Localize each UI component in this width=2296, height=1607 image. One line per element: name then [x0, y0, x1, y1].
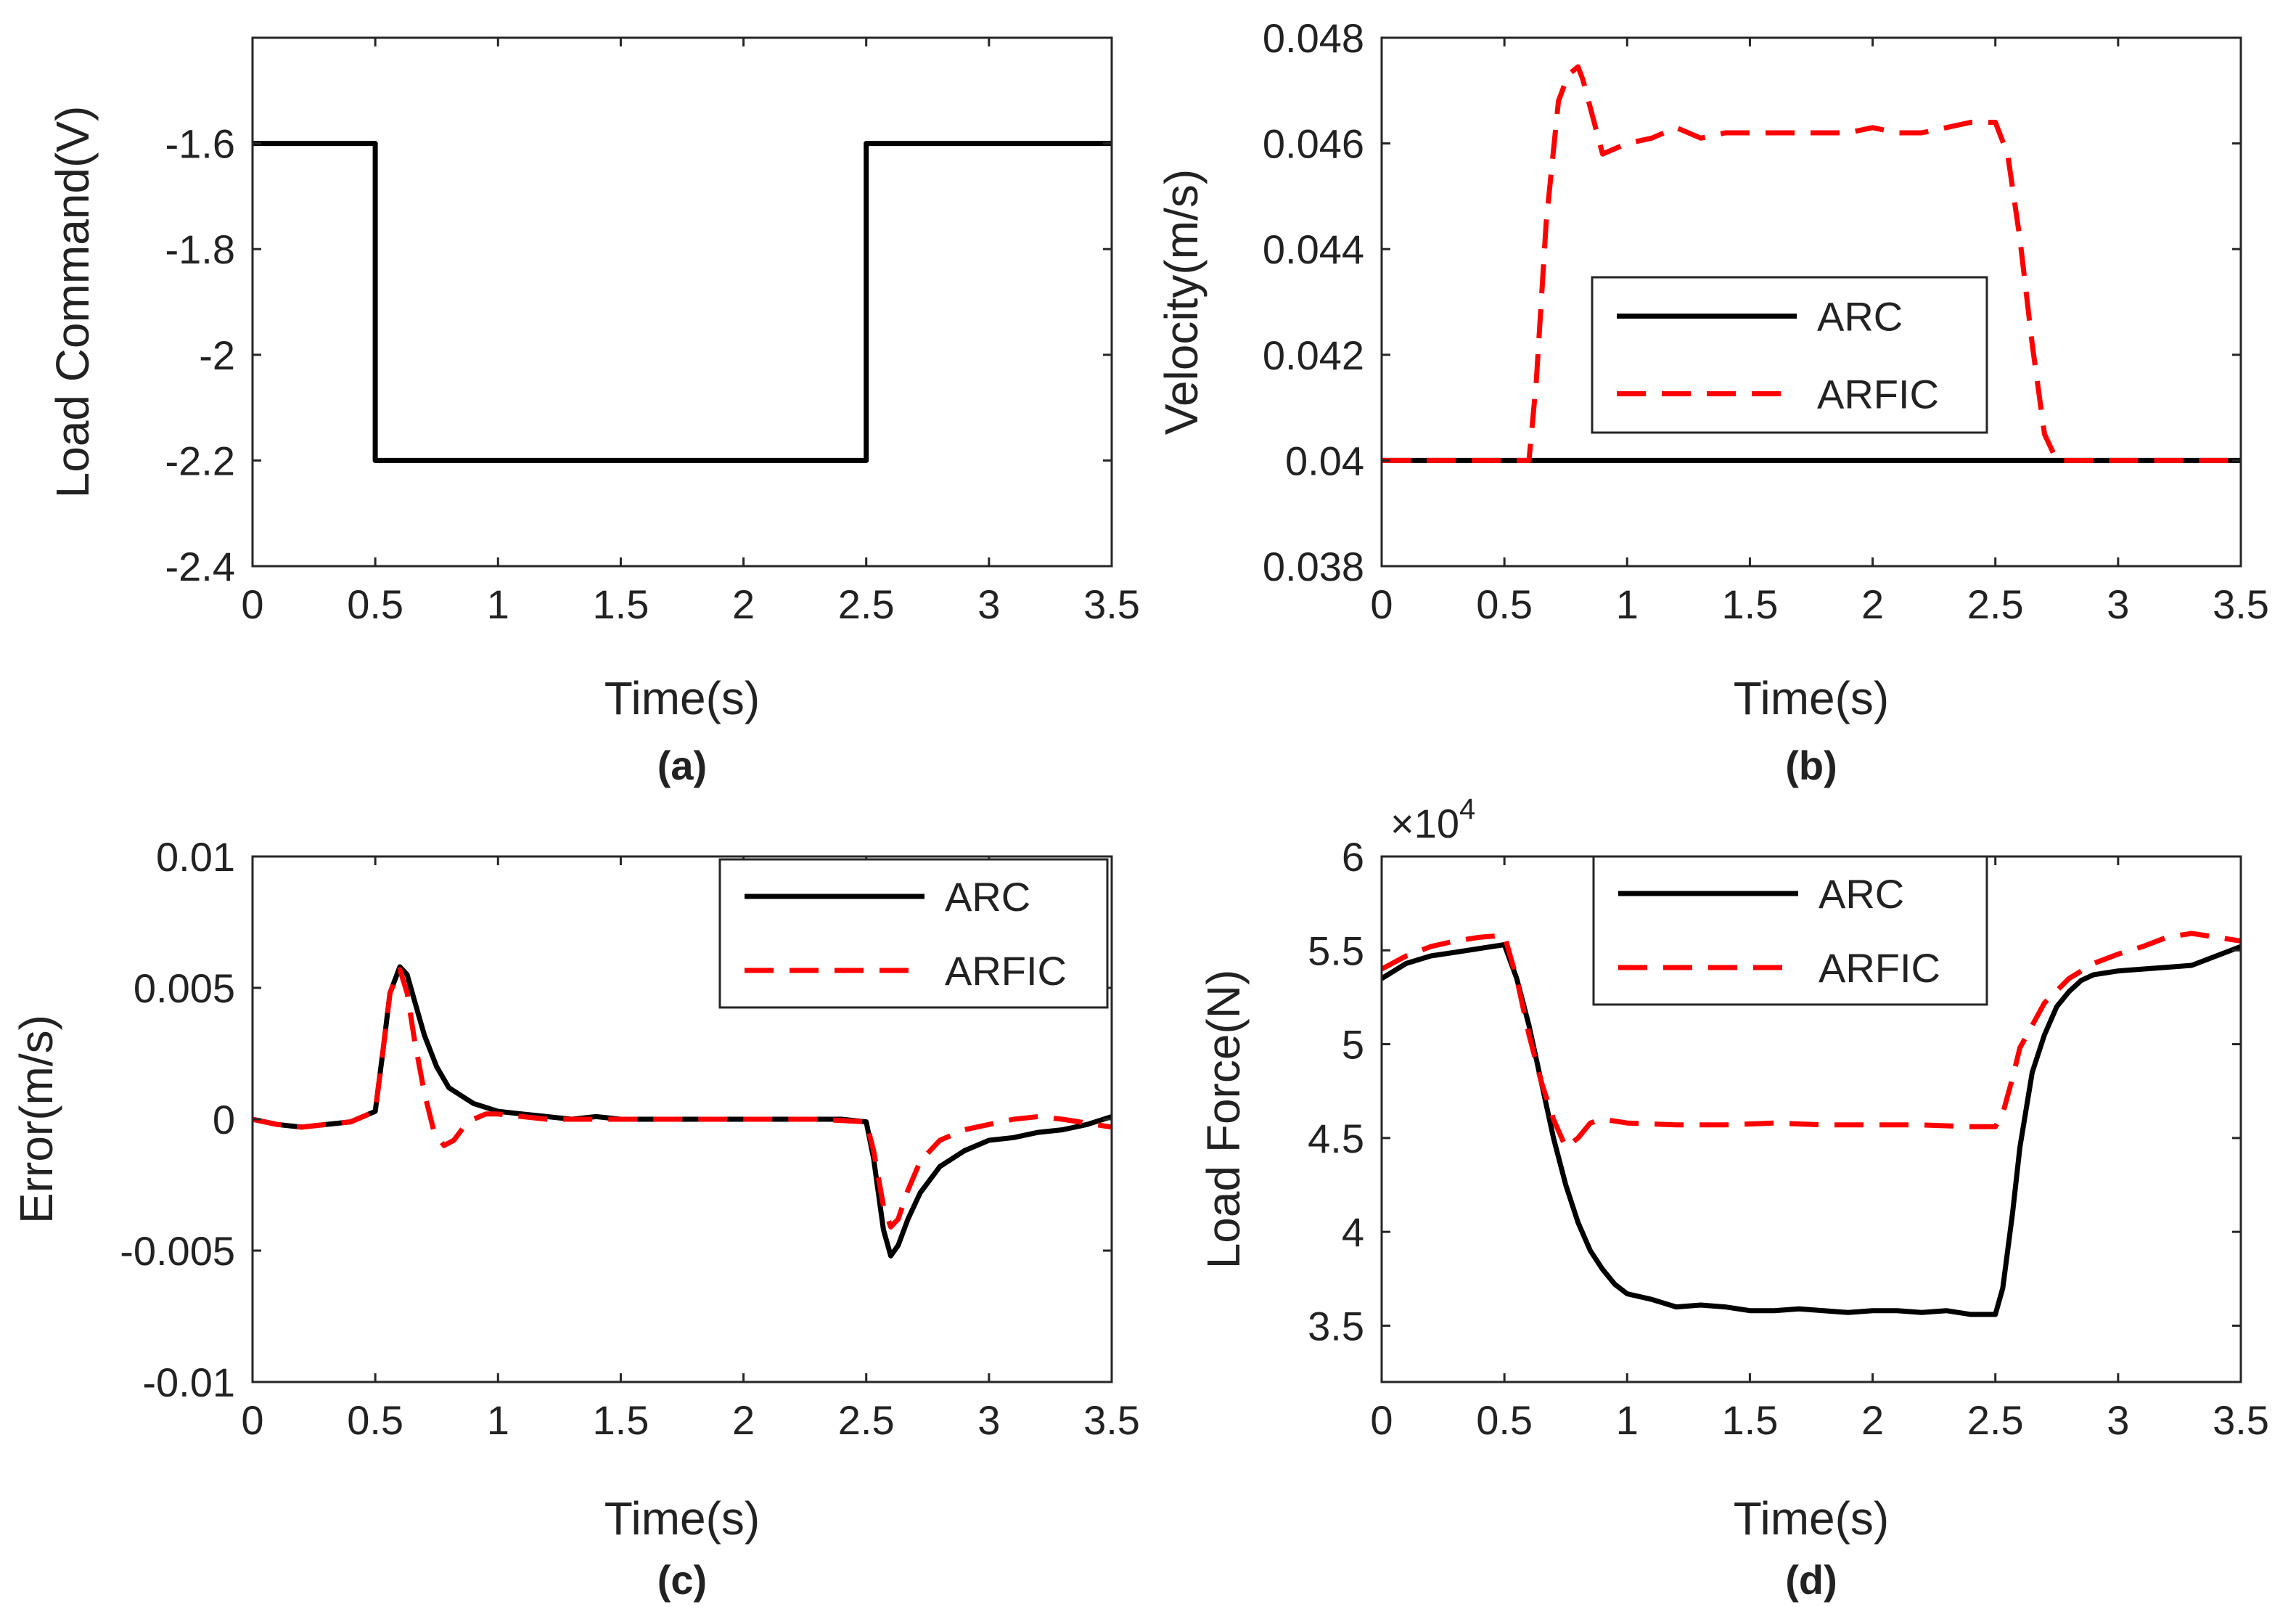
y-tick-label: -2.4: [165, 544, 236, 589]
x-tick-label: 2.5: [1967, 1397, 2024, 1443]
x-tick-label: 1: [1616, 581, 1639, 627]
x-axis-label: Time(s): [604, 1492, 760, 1545]
panel-label: (b): [1785, 743, 1837, 788]
plot-area: [253, 964, 1112, 1259]
x-tick-label: 1.5: [592, 1397, 649, 1443]
plot-area: [1382, 931, 2241, 1317]
panel-d-load-force: 0 0.5 1 1.5 2 2.5 3 3.5 3.5 4 4.5 5 5.5 6 Time(s) Load …: [1197, 793, 2269, 1603]
legend-box: [1592, 855, 1988, 1006]
y-tick-label: 0.005: [134, 965, 235, 1011]
y-tick-label: 0.048: [1263, 15, 1364, 61]
plot-area: [1382, 64, 2241, 463]
x-tick-label: 0.5: [347, 1397, 403, 1443]
x-tick-label: 1.5: [592, 581, 649, 627]
y-tick-label: 4: [1342, 1209, 1364, 1255]
x-tick-label: 1.5: [1721, 1397, 1778, 1443]
legend-label-arfic: ARFIC: [1817, 372, 1939, 417]
x-tick-label: 1: [487, 581, 509, 627]
legend: ARC ARFIC: [1592, 855, 1988, 1006]
x-tick-label: 3: [977, 581, 1000, 627]
y-tick-label: -1.6: [165, 121, 236, 167]
x-tick-label: 2.5: [838, 1397, 895, 1443]
y-tick-label: 6: [1342, 834, 1364, 880]
x-tick-label: 3: [2107, 581, 2129, 627]
series-line-arfic: [253, 967, 1112, 1230]
legend: ARC ARFIC: [1591, 276, 1988, 434]
y-tick-label: 3.5: [1308, 1303, 1364, 1349]
x-tick-label: 1: [487, 1397, 509, 1443]
series-line-arfic: [1382, 931, 2241, 1150]
legend-box: [1591, 276, 1988, 434]
axes-frame: [251, 36, 1113, 568]
x-axis-label: Time(s): [1734, 1492, 1889, 1545]
panel-label: (c): [657, 1557, 707, 1603]
x-tick-label: 3.5: [1083, 1397, 1140, 1443]
axes-frame: [1380, 36, 2242, 568]
x-axis-label: Time(s): [1734, 672, 1889, 724]
legend-label-arc: ARC: [1817, 294, 1903, 340]
y-tick-label: -2: [199, 332, 235, 378]
legend-label-arfic: ARFIC: [1819, 945, 1940, 991]
x-tick-label: 1: [1616, 1397, 1639, 1443]
x-axis-label: Time(s): [604, 672, 760, 724]
x-tick-label: 3.5: [1083, 581, 1140, 627]
panel-b-velocity: 0 0.5 1 1.5 2 2.5 3 3.5 0.038 0.04 0.042 0.044 0.046…: [1155, 15, 2269, 788]
x-tick-label: 2: [1861, 1397, 1884, 1443]
legend: ARC ARFIC: [718, 858, 1109, 1009]
x-tick-label: 3: [977, 1397, 1000, 1443]
y-axis-label: Error(m/s): [10, 1015, 62, 1224]
plot-area: [253, 141, 1112, 463]
legend-label-arc: ARC: [945, 874, 1030, 920]
x-tick-label: 0.5: [347, 581, 403, 627]
panel-label: (a): [657, 743, 707, 788]
y-tick-label: 0.046: [1263, 121, 1364, 167]
x-tick-label: 1.5: [1721, 581, 1778, 627]
series-line-arfic: [1382, 64, 2241, 463]
panel-label: (d): [1785, 1557, 1837, 1603]
panel-c-error: 0 0.5 1 1.5 2 2.5 3 3.5 -0.01 -0.005 0 0.005 0.01 Tim…: [10, 834, 1140, 1603]
x-tick-label: 0: [1370, 581, 1393, 627]
x-tick-label: 0: [241, 581, 263, 627]
y-axis-label: Load Force(N): [1197, 970, 1250, 1269]
y-tick-label: -0.005: [120, 1228, 235, 1274]
y-axis-label: Velocity(m/s): [1155, 169, 1208, 435]
y-tick-label: 5.5: [1308, 928, 1364, 973]
y-axis-multiplier: ×104: [1390, 793, 1475, 846]
y-tick-label: 0: [213, 1097, 235, 1142]
y-tick-label: -2.2: [165, 438, 236, 483]
x-tick-label: 3.5: [2213, 1397, 2269, 1443]
x-tick-label: 0.5: [1476, 581, 1533, 627]
x-tick-label: 2: [732, 581, 755, 627]
x-tick-label: 0: [241, 1397, 263, 1443]
x-tick-label: 2.5: [1967, 581, 2024, 627]
x-tick-label: 2: [732, 1397, 755, 1443]
y-tick-label: 0.04: [1285, 438, 1364, 483]
x-tick-label: 3: [2107, 1397, 2129, 1443]
y-tick-label: -1.8: [165, 226, 236, 272]
x-tick-label: 3.5: [2213, 581, 2269, 627]
legend-box: [718, 858, 1109, 1009]
series-line-load-command: [253, 141, 1112, 463]
y-axis-label: Load Command(V): [46, 106, 99, 499]
y-tick-label: 0.044: [1263, 226, 1364, 272]
y-tick-label: 0.042: [1263, 332, 1364, 378]
x-tick-label: 2: [1861, 581, 1884, 627]
x-tick-label: 2.5: [838, 581, 895, 627]
x-tick-label: 0.5: [1476, 1397, 1533, 1443]
y-tick-label: 5: [1342, 1022, 1364, 1068]
y-tick-label: 0.038: [1263, 544, 1364, 589]
y-tick-label: 4.5: [1308, 1116, 1364, 1161]
y-tick-label: -0.01: [142, 1359, 235, 1405]
y-tick-label: 0.01: [156, 834, 235, 880]
legend-label-arfic: ARFIC: [945, 948, 1067, 994]
legend-label-arc: ARC: [1819, 871, 1904, 917]
x-tick-label: 0: [1370, 1397, 1393, 1443]
panel-a-load-command: 0 0.5 1 1.5 2 2.5 3 3.5 -2.4 -2.2 -2 -1.8 -1.6 Time(s…: [46, 36, 1140, 788]
